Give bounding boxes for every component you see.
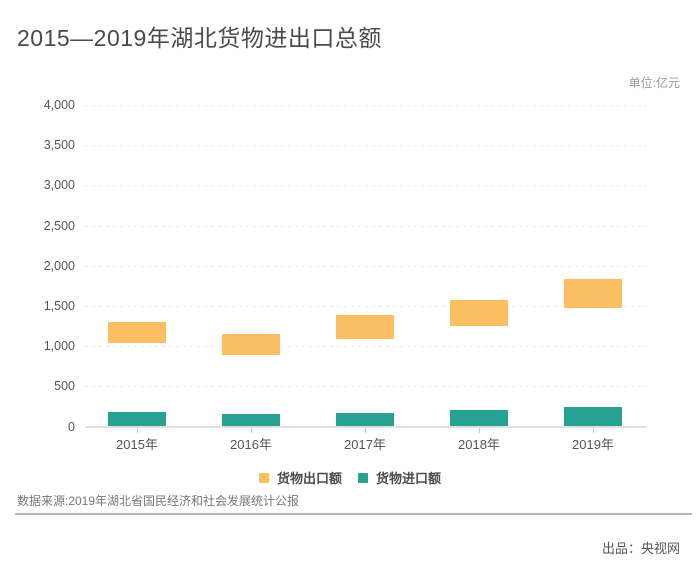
y-axis-tick-label: 3,000 [43, 178, 75, 193]
y-axis-tick-label: 500 [54, 379, 75, 394]
y-axis-tick-label: 3,500 [43, 138, 75, 153]
legend-swatch-icon [258, 472, 269, 483]
import-bar-2019年[interactable] [564, 407, 622, 427]
export-bar-2018年[interactable] [450, 299, 508, 327]
x-axis-label-2018年: 2018年 [458, 436, 500, 452]
import-bar-2016年[interactable] [222, 414, 280, 427]
gridline-500 [85, 386, 647, 388]
gridline-2,000 [85, 265, 647, 267]
data-source-note: 数据来源:2019年湖北省国民经济和社会发展统计公报 [17, 494, 300, 508]
y-axis-tick-label: 2,000 [43, 258, 75, 273]
y-axis-tick-label: 4,000 [43, 98, 75, 112]
y-axis-tick-label: 2,500 [43, 218, 75, 233]
export-bar-2019年[interactable] [564, 279, 622, 308]
import-bar-2017年[interactable] [336, 412, 394, 427]
footer-divider [15, 513, 692, 515]
gridline-4,000 [85, 105, 647, 106]
x-axis-line [85, 426, 647, 428]
x-axis-label-2019年: 2019年 [572, 436, 614, 452]
gridline-1,000 [85, 346, 647, 348]
legend-swatch-icon [358, 472, 368, 483]
import-export-range-chart: 0 500 1,000 1,500 2,000 2,500 3,000 3,500 4,000 2… [43, 98, 647, 452]
gridline-2,500 [85, 225, 647, 227]
export-bar-2017年[interactable] [336, 315, 394, 339]
gridline-3,500 [85, 145, 647, 147]
unit-label: 单位:亿元 [628, 76, 680, 90]
import-bar-2015年[interactable] [108, 412, 166, 427]
legend-label: 货物进口额 [376, 471, 442, 486]
x-axis-tick [251, 428, 252, 433]
x-axis-tick [479, 428, 480, 433]
legend-item-货物出口额[interactable]: 货物出口额 [258, 468, 342, 487]
y-axis-tick-label: 1,500 [43, 298, 75, 313]
legend-item-货物进口额[interactable]: 货物进口额 [358, 468, 441, 487]
x-axis-label-2017年: 2017年 [344, 436, 386, 452]
export-bar-2015年[interactable] [108, 322, 166, 344]
x-axis-tick [137, 428, 138, 433]
producer-credit: 出品：央视网 [601, 541, 680, 556]
y-axis-tick-label: 1,000 [43, 339, 75, 354]
gridline-1,500 [85, 305, 647, 307]
legend-label: 货物出口额 [276, 471, 342, 486]
x-axis-tick [365, 428, 366, 433]
export-bar-2016年[interactable] [222, 334, 280, 355]
x-axis-label-2016年: 2016年 [230, 436, 272, 452]
chart-legend: 货物出口额 货物进口额 [0, 468, 700, 487]
y-axis-tick-label: 0 [68, 419, 75, 434]
x-axis-tick [593, 428, 594, 433]
import-bar-2018年[interactable] [450, 409, 508, 427]
gridline-3,000 [85, 185, 647, 187]
page-title: 2015—2019年湖北货物进出口总额 [17, 25, 382, 51]
x-axis-label-2015年: 2015年 [116, 436, 158, 452]
